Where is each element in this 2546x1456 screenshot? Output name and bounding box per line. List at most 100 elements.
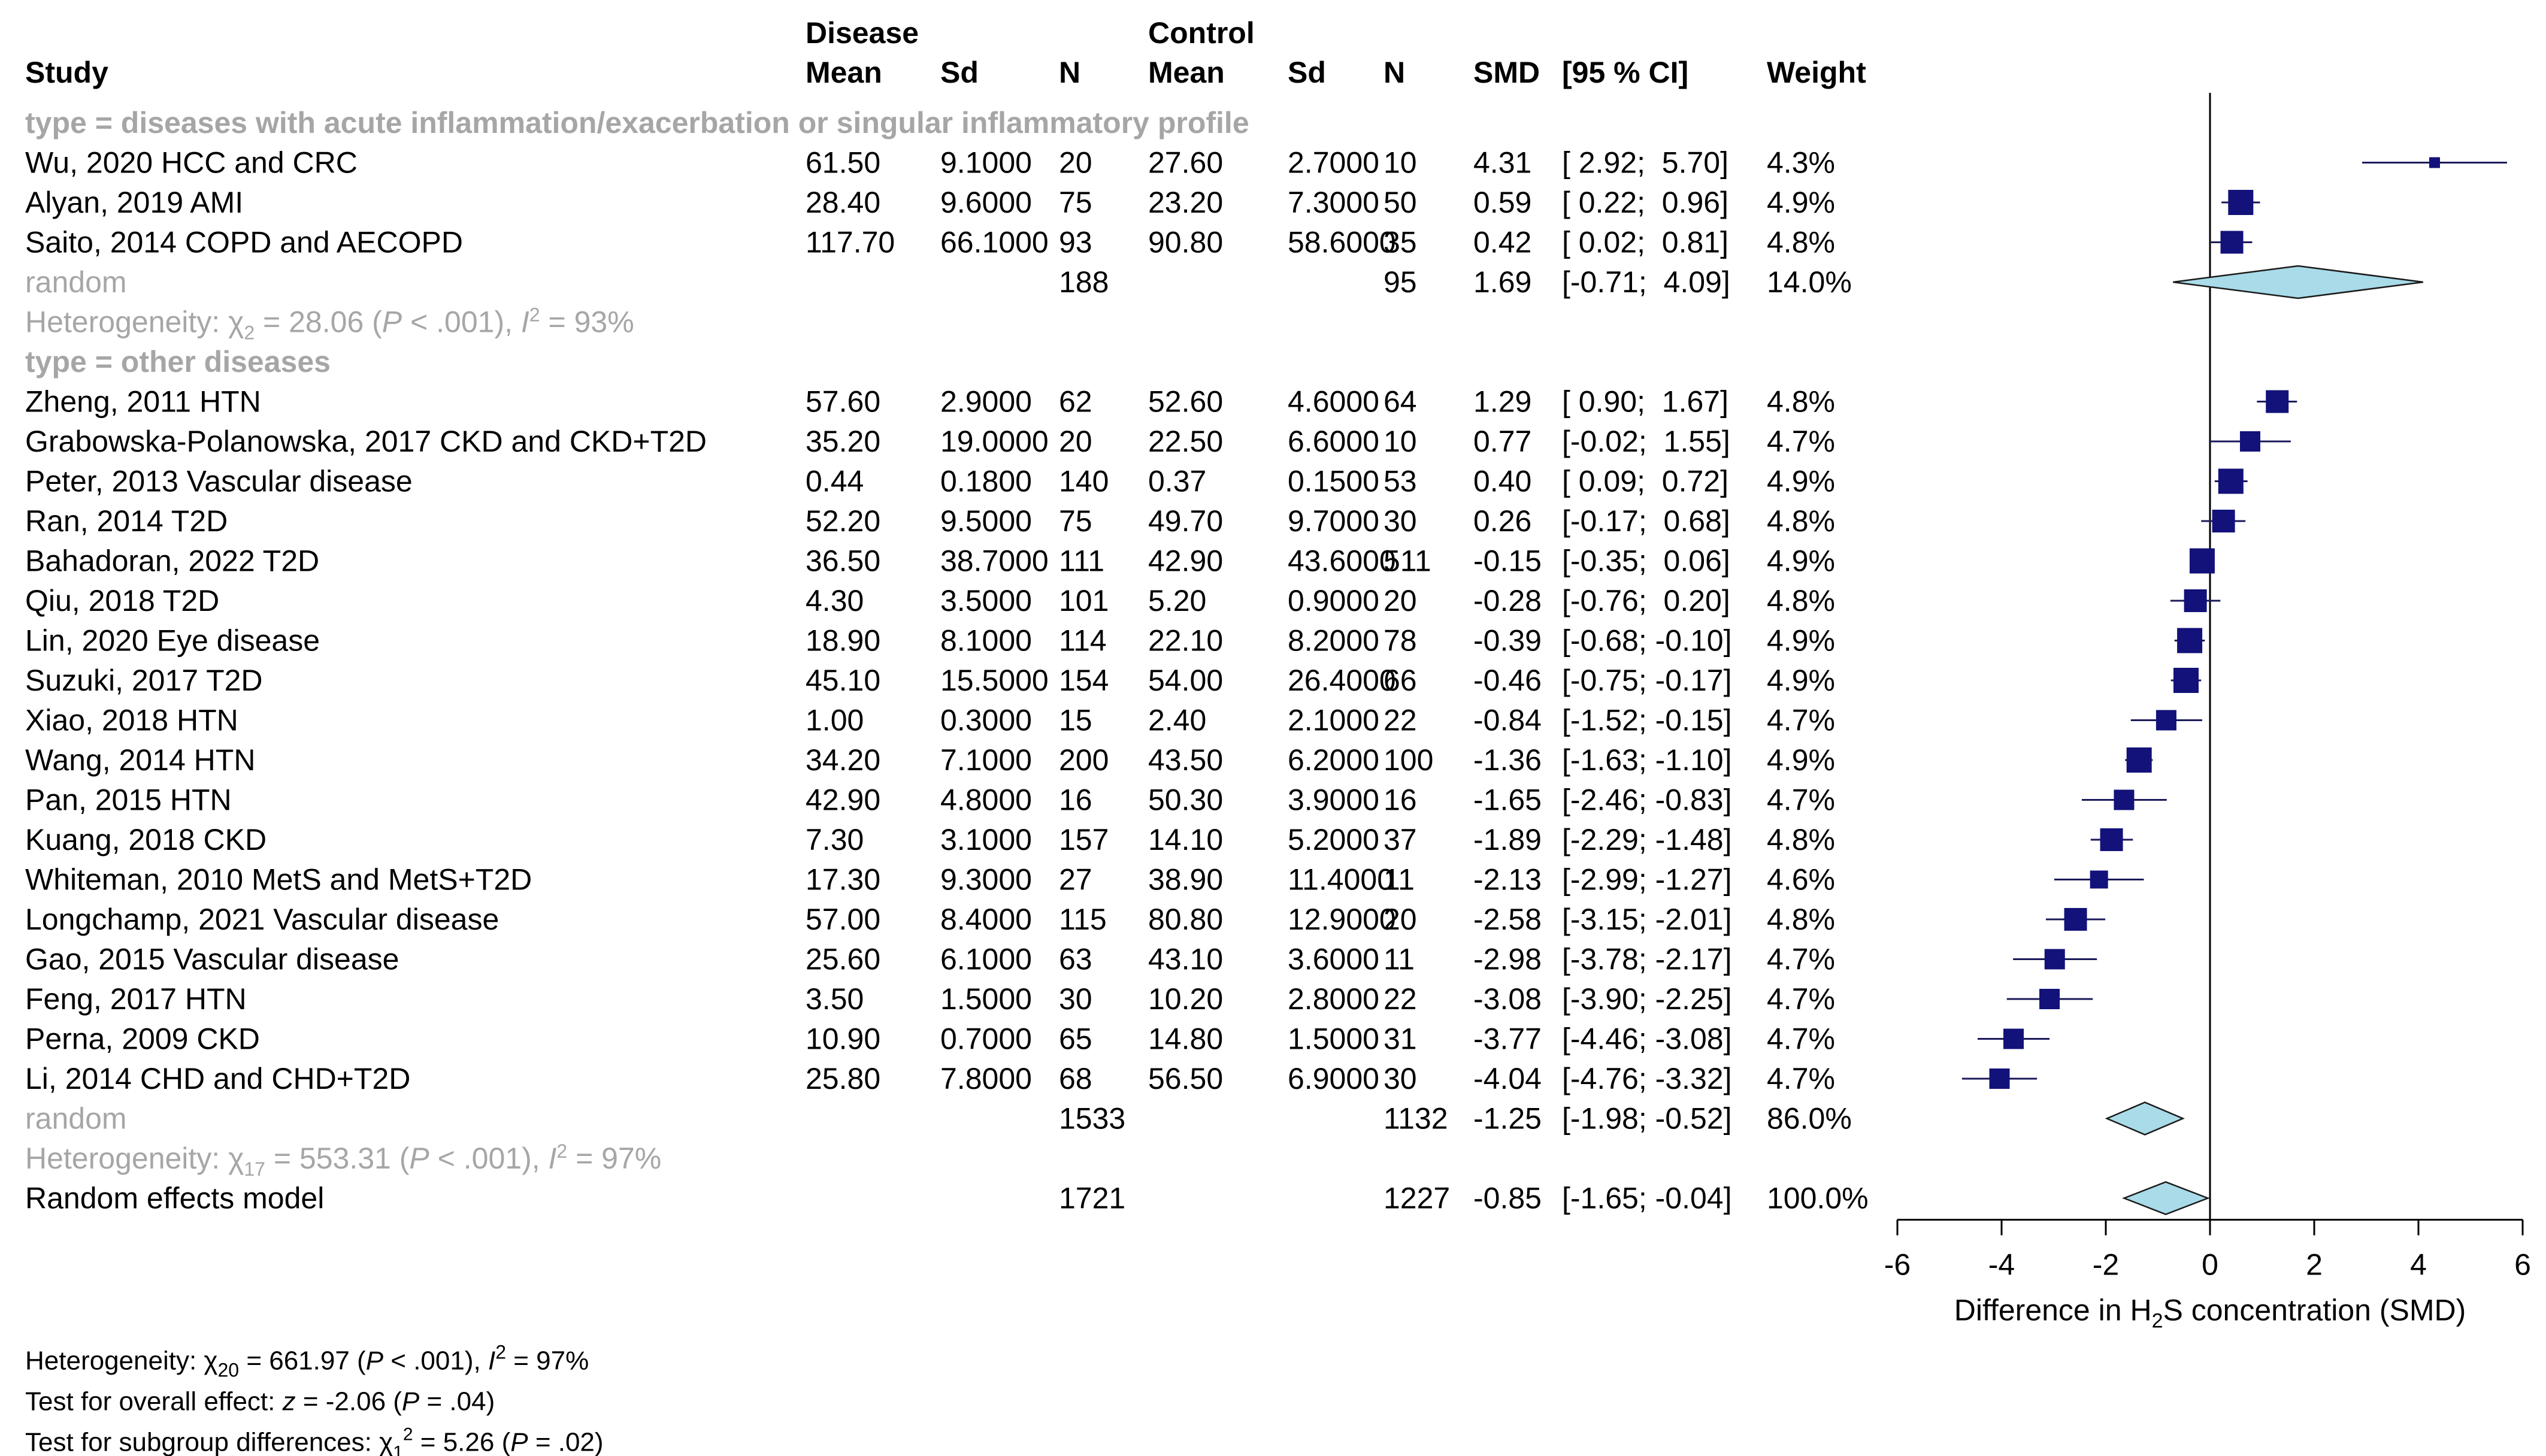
disease-sd: 3.1000: [940, 823, 1032, 856]
study-label: Pan, 2015 HTN: [25, 783, 232, 817]
weight-value: 4.8%: [1767, 584, 1835, 617]
header-disease-mean: Mean: [806, 56, 882, 89]
weight-value: 4.9%: [1767, 544, 1835, 578]
disease-n: 115: [1059, 903, 1107, 936]
control-sd: 43.6000: [1288, 544, 1396, 578]
smd-value: -0.84: [1473, 704, 1542, 737]
disease-n: 20: [1059, 146, 1092, 180]
disease-sd: 4.8000: [940, 783, 1032, 817]
control-mean: 27.60: [1148, 146, 1223, 180]
control-n: 10: [1384, 146, 1417, 180]
disease-sd: 6.1000: [940, 943, 1032, 976]
control-n: 11: [1384, 863, 1415, 897]
disease-mean: 42.90: [806, 783, 880, 817]
control-n: 10: [1384, 425, 1417, 458]
smd-value: 0.26: [1473, 504, 1531, 538]
x-tick-label: 0: [2202, 1248, 2218, 1282]
weight-value: 4.7%: [1767, 943, 1835, 976]
disease-n: 16: [1059, 783, 1092, 817]
test-subgroup-differences: Test for subgroup differences: χ12 = 5.2…: [25, 1425, 604, 1456]
ci-value: [ 0.02; 0.81]: [1562, 226, 1728, 259]
effect-marker: [2266, 390, 2289, 413]
disease-mean: 25.60: [806, 943, 880, 976]
weight-value: 4.7%: [1767, 1022, 1835, 1056]
study-label: Longchamp, 2021 Vascular disease: [25, 903, 499, 936]
pooled-diamond: [2173, 265, 2423, 299]
weight-value: 4.9%: [1767, 624, 1835, 658]
control-n: 11: [1384, 943, 1415, 976]
ci-value: [-0.02; 1.55]: [1562, 425, 1730, 458]
study-label: Zheng, 2011 HTN: [25, 385, 261, 419]
control-sd: 58.6000: [1288, 226, 1396, 259]
disease-sd: 9.3000: [940, 863, 1032, 897]
control-mean: 42.90: [1148, 544, 1223, 578]
study-label: Lin, 2020 Eye disease: [25, 624, 320, 658]
disease-sd: 9.5000: [940, 504, 1032, 538]
disease-mean: 57.00: [806, 903, 880, 936]
pooled-diamond: [2121, 1181, 2211, 1215]
control-mean: 0.37: [1148, 465, 1206, 498]
control-mean: 22.10: [1148, 624, 1223, 658]
pooled-label: random: [25, 265, 127, 299]
effect-marker: [2218, 468, 2244, 494]
control-mean: 56.50: [1148, 1062, 1223, 1095]
control-sd: 2.7000: [1288, 146, 1379, 180]
smd-value: -1.89: [1473, 823, 1542, 856]
disease-n: 62: [1059, 385, 1092, 419]
control-sd: 12.9000: [1288, 903, 1396, 936]
control-mean: 54.00: [1148, 664, 1223, 697]
subgroup-title: type = diseases with acute inflammation/…: [25, 106, 1249, 140]
weight-value: 4.8%: [1767, 385, 1835, 419]
control-n: 64: [1384, 385, 1417, 419]
ci-value: [ 0.90; 1.67]: [1562, 385, 1728, 419]
pooled-label: random: [25, 1102, 127, 1136]
control-n: 100: [1384, 743, 1433, 777]
control-mean: 52.60: [1148, 385, 1223, 419]
disease-n: 20: [1059, 425, 1092, 458]
study-label: Grabowska-Polanowska, 2017 CKD and CKD+T…: [25, 425, 707, 458]
header-ci: [95 % CI]: [1562, 56, 1688, 89]
disease-mean: 18.90: [806, 624, 880, 658]
control-n: 31: [1384, 1022, 1417, 1056]
control-sd: 6.6000: [1288, 425, 1379, 458]
disease-sd: 7.8000: [940, 1062, 1032, 1095]
subgroup-heterogeneity: Heterogeneity: χ17 = 553.31 (P < .001), …: [25, 1140, 661, 1180]
ci-value: [-0.35; 0.06]: [1562, 544, 1730, 578]
control-n: 78: [1384, 624, 1417, 658]
effect-marker: [2100, 828, 2123, 851]
control-sd: 3.6000: [1288, 943, 1379, 976]
pooled-ci: [-1.98; -0.52]: [1562, 1102, 1732, 1136]
control-sd: 8.2000: [1288, 624, 1379, 658]
control-n: 511: [1384, 544, 1431, 578]
disease-sd: 3.5000: [940, 584, 1032, 617]
effect-marker: [2184, 589, 2207, 612]
disease-mean: 4.30: [806, 584, 864, 617]
smd-value: -4.04: [1473, 1062, 1542, 1095]
weight-value: 4.6%: [1767, 863, 1835, 897]
smd-value: -3.77: [1473, 1022, 1542, 1056]
ci-value: [-2.99; -1.27]: [1562, 863, 1732, 897]
pooled-control-n: 95: [1384, 265, 1417, 299]
ci-value: [ 2.92; 5.70]: [1562, 146, 1728, 180]
overall-label: Random effects model: [25, 1182, 324, 1215]
control-mean: 22.50: [1148, 425, 1223, 458]
disease-mean: 10.90: [806, 1022, 880, 1056]
control-sd: 6.2000: [1288, 743, 1379, 777]
disease-n: 101: [1059, 584, 1109, 617]
smd-value: -1.36: [1473, 743, 1542, 777]
effect-marker: [2189, 548, 2215, 574]
disease-sd: 66.1000: [940, 226, 1049, 259]
control-n: 20: [1384, 903, 1417, 936]
disease-sd: 0.3000: [940, 704, 1032, 737]
x-tick-label: -2: [2093, 1248, 2119, 1282]
control-mean: 14.10: [1148, 823, 1223, 856]
disease-mean: 34.20: [806, 743, 880, 777]
control-sd: 26.4000: [1288, 664, 1396, 697]
smd-value: -0.15: [1473, 544, 1542, 578]
effect-marker: [1989, 1068, 2010, 1089]
pooled-disease-n: 1721: [1059, 1182, 1125, 1215]
disease-mean: 45.10: [806, 664, 880, 697]
smd-value: -0.28: [1473, 584, 1542, 617]
pooled-weight: 100.0%: [1767, 1182, 1869, 1215]
